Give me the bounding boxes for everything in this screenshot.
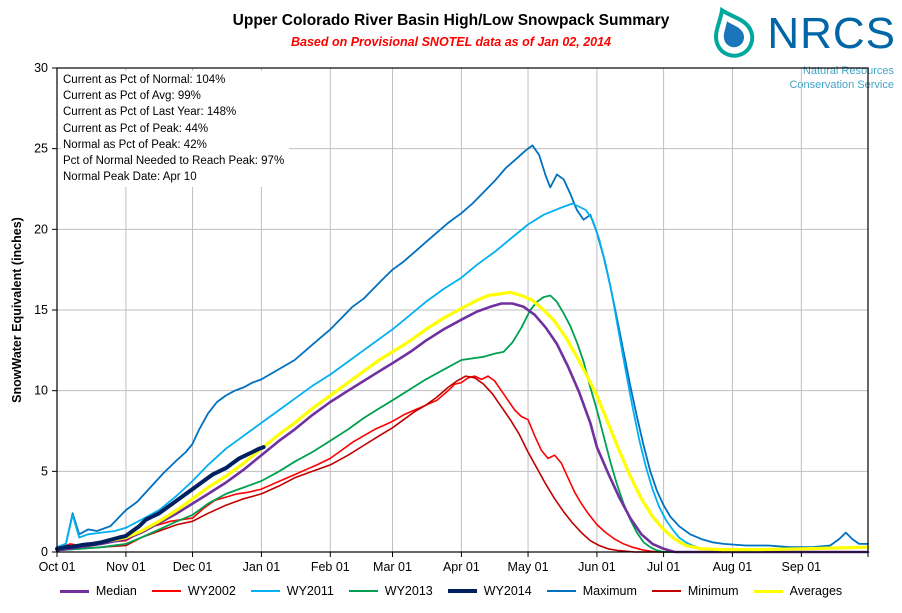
x-tick-label: May 01 [508, 560, 549, 574]
series-maximum [56, 144, 869, 549]
x-tick-label: Jan 01 [243, 560, 281, 574]
legend-label-wy2002: WY2002 [187, 584, 236, 598]
nrcs-logo-row: NRCS [704, 4, 896, 64]
legend-item-minimum: Minimum [651, 584, 739, 598]
legend-swatch-wy2011 [250, 590, 280, 592]
stat-pct-of-normal: Current as Pct of Normal: 104% [63, 74, 226, 86]
y-tick-label: 20 [34, 222, 48, 236]
legend-item-wy2014: WY2014 [447, 584, 532, 598]
stat-current-pct-of-peak: Current as Pct of Peak: 44% [63, 122, 209, 135]
series-wy2013 [56, 294, 869, 553]
y-tick-label: 25 [34, 142, 48, 156]
x-tick-label: Nov 01 [106, 560, 146, 574]
legend-label-wy2013: WY2013 [384, 584, 433, 598]
x-tick-label: Feb 01 [311, 560, 350, 574]
legend-label-averages: Averages [789, 584, 843, 598]
x-tick-label: Oct 01 [39, 560, 76, 574]
legend-item-averages: Averages [753, 584, 843, 598]
legend-label-minimum: Minimum [687, 584, 739, 598]
y-tick-label: 15 [34, 303, 48, 317]
legend-swatch-wy2002 [151, 590, 181, 592]
stat-pct-needed-to-reach-peak: Pct of Normal Needed to Reach Peak: 97% [63, 155, 285, 168]
legend-item-median: Median [59, 584, 137, 598]
y-axis-title: SnowWater Equivalent (inches) [10, 217, 24, 403]
page-title: Upper Colorado River Basin High/Low Snow… [232, 12, 670, 29]
legend-label-median: Median [95, 584, 137, 598]
series-averages [55, 290, 870, 552]
series-wy2011 [56, 202, 869, 553]
legend-item-maximum: Maximum [546, 584, 637, 598]
x-tick-label: Dec 01 [173, 560, 213, 574]
x-tick-label: Jun 01 [578, 560, 616, 574]
x-tick-label: Aug 01 [713, 560, 753, 574]
y-tick-label: 10 [34, 384, 48, 398]
legend-swatch-maximum [546, 590, 576, 592]
legend-item-wy2002: WY2002 [151, 584, 236, 598]
stat-pct-of-last-year: Current as Pct of Last Year: 148% [63, 106, 237, 119]
y-tick-label: 30 [34, 61, 48, 75]
water-drop-icon [714, 6, 755, 58]
stat-normal-pct-of-peak: Normal as Pct of Peak: 42% [63, 138, 207, 151]
y-tick-label: 5 [41, 464, 48, 478]
stat-normal-peak-date: Normal Peak Date: Apr 10 [63, 171, 197, 184]
chart-subtitle: Based on Provisional SNOTEL data as of J… [290, 35, 612, 49]
legend-swatch-wy2013 [348, 590, 378, 592]
legend-label-wy2011: WY2011 [286, 584, 334, 598]
stats-annotation: Current as Pct of Normal: 104% Current a… [61, 71, 290, 188]
legend-item-wy2011: WY2011 [250, 584, 334, 598]
x-tick-label: Jul 01 [647, 560, 680, 574]
stat-pct-of-avg: Current as Pct of Avg: 99% [63, 90, 201, 103]
legend-item-wy2013: WY2013 [348, 584, 433, 598]
series-median [55, 302, 870, 554]
y-tick-label: 0 [41, 545, 48, 559]
legend-swatch-median [59, 589, 89, 593]
legend-label-maximum: Maximum [582, 584, 637, 598]
series-wy2002 [56, 375, 869, 553]
legend-swatch-wy2014 [447, 589, 477, 593]
legend: Median WY2002 WY2011 WY2013 WY2014 Maximum Min… [0, 584, 902, 598]
series-minimum [56, 375, 869, 553]
legend-label-wy2014: WY2014 [483, 584, 532, 598]
legend-swatch-averages [753, 589, 783, 593]
nrcs-wordmark: NRCS [767, 9, 896, 58]
x-tick-label: Mar 01 [373, 560, 412, 574]
x-tick-label: Sep 01 [782, 560, 822, 574]
x-tick-label: Apr 01 [443, 560, 480, 574]
series-wy2014 [55, 445, 266, 551]
legend-swatch-minimum [651, 590, 681, 592]
